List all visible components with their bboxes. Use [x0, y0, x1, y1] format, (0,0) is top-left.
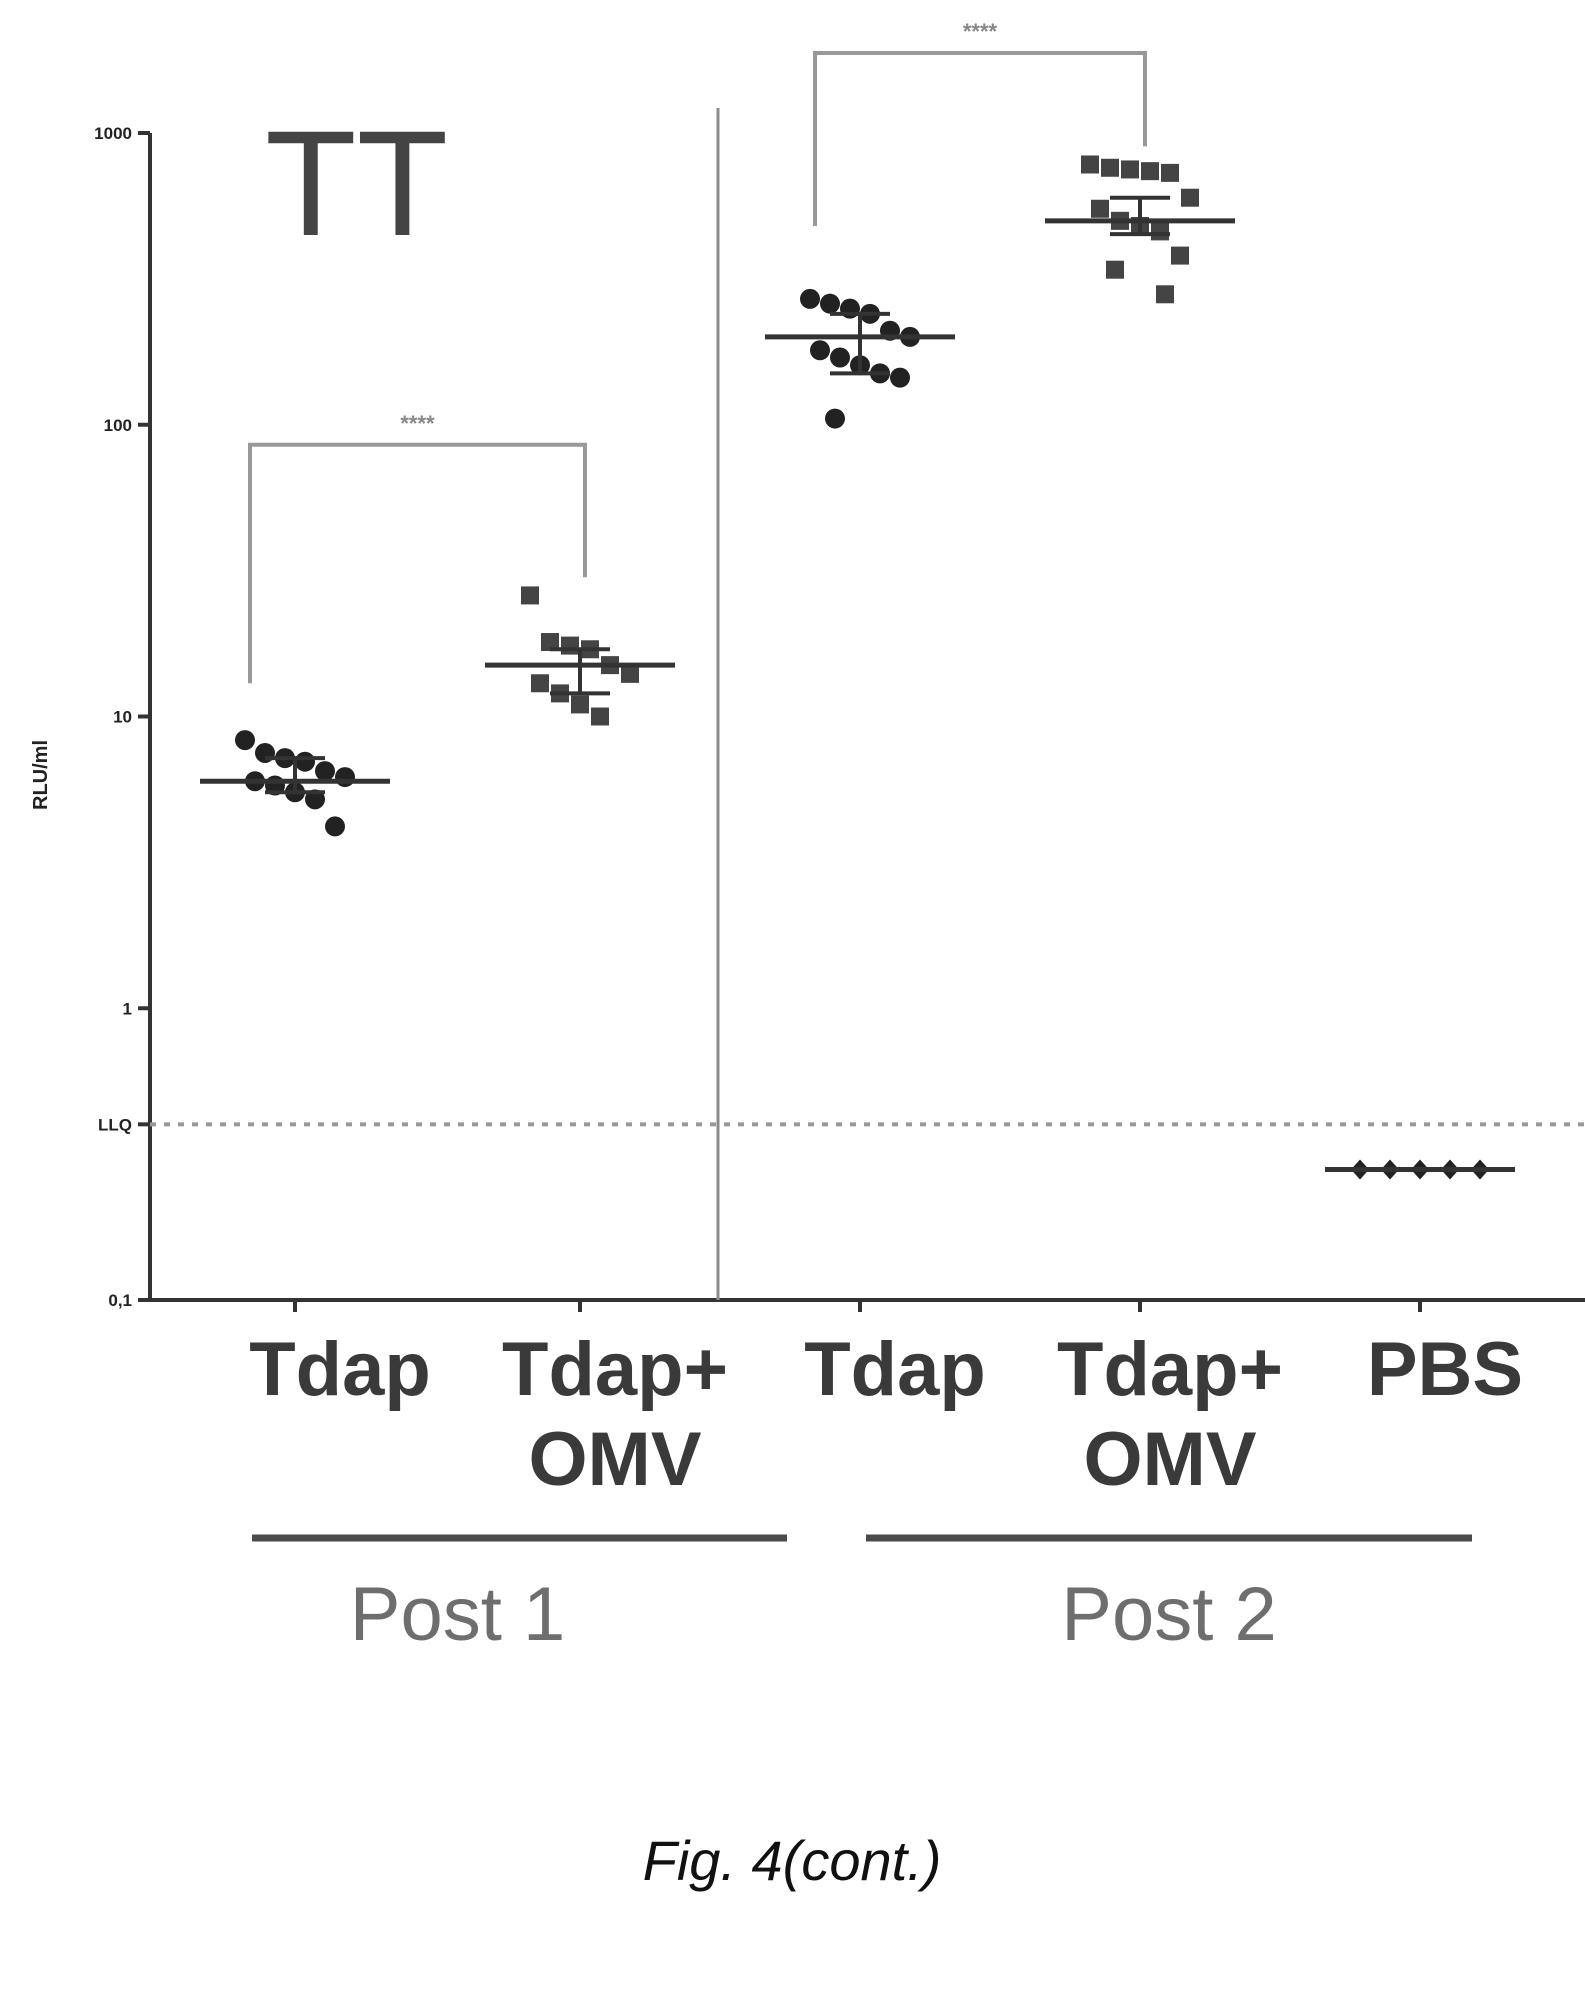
data-point [621, 664, 639, 683]
category-label: Tdap [804, 1327, 986, 1412]
y-ticks: 1000 100 10 1 LLQ 0,1 [94, 124, 150, 1310]
y-tick-label: 1000 [94, 124, 132, 143]
data-point [561, 636, 579, 655]
data-point [295, 751, 315, 772]
category-label: Tdap+ [502, 1327, 728, 1412]
data-point [1121, 160, 1139, 179]
data-point [521, 586, 539, 605]
data-point [235, 730, 255, 751]
data-point [335, 767, 355, 788]
figure-caption: Fig. 4(cont.) [643, 1829, 942, 1892]
axes [148, 108, 1585, 1312]
significance-bracket [813, 51, 1147, 226]
data-point [1161, 163, 1179, 182]
group-labels: Post 1 Post 2 [252, 1534, 1472, 1657]
significance-brackets: **** **** [248, 19, 1147, 684]
y-tick-label: 1 [123, 999, 132, 1018]
data-point [1181, 188, 1199, 207]
y-tick-label: 100 [104, 416, 132, 435]
data-point [1141, 162, 1159, 181]
data-points [235, 155, 1489, 1180]
data-point [820, 293, 840, 314]
y-tick-label: 10 [113, 708, 132, 727]
category-label: Tdap+ [1057, 1327, 1283, 1412]
data-point [1156, 285, 1174, 304]
data-point [1106, 260, 1124, 279]
data-point [315, 761, 335, 782]
data-point [1081, 155, 1099, 174]
data-point [305, 789, 325, 810]
data-point [531, 674, 549, 693]
data-point [1151, 222, 1169, 241]
data-point [810, 340, 830, 361]
data-point [591, 707, 609, 726]
significance-bracket [248, 442, 587, 684]
median-lines [200, 195, 1515, 1173]
data-point [1171, 246, 1189, 265]
data-point [800, 288, 820, 309]
category-label: OMV [1083, 1417, 1256, 1502]
y-tick-label: 0,1 [108, 1291, 132, 1310]
data-point [541, 633, 559, 652]
data-point [825, 408, 845, 429]
category-label: Tdap [249, 1327, 431, 1412]
data-point [325, 816, 345, 837]
y-tick-label: LLQ [98, 1115, 132, 1134]
data-point [1101, 158, 1119, 177]
data-point [890, 367, 910, 388]
data-point [571, 695, 589, 714]
category-label: PBS [1367, 1327, 1523, 1412]
data-point [1091, 199, 1109, 218]
significance-label: **** [963, 19, 998, 44]
panel-label: TT [265, 99, 448, 267]
significance-label: **** [400, 411, 435, 436]
data-point [830, 347, 850, 368]
category-label: OMV [528, 1417, 701, 1502]
group-label: Post 1 [350, 1572, 565, 1657]
y-axis-label: RLU/ml [30, 740, 52, 810]
group-label: Post 2 [1061, 1572, 1276, 1657]
